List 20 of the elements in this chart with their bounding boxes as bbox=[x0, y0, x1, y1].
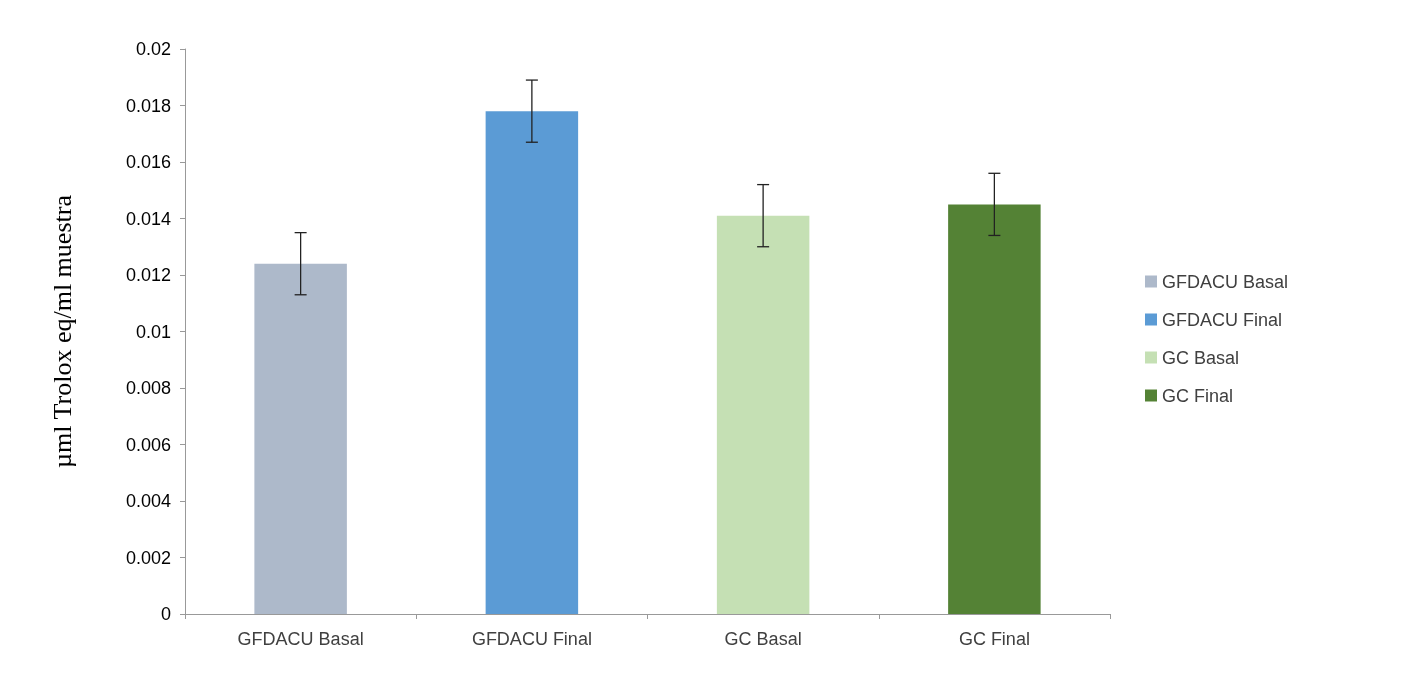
legend-label: GFDACU Basal bbox=[1162, 271, 1289, 292]
y-tick-label: 0.006 bbox=[125, 434, 171, 455]
x-tick-label: GFDACU Basal bbox=[237, 629, 364, 649]
y-tick-label: 0.008 bbox=[125, 378, 171, 398]
y-tick-label: 0 bbox=[160, 604, 171, 624]
y-axis-title: µml Trolox eq/ml muestra bbox=[47, 194, 77, 468]
legend-label: GC Final bbox=[1162, 385, 1234, 406]
y-tick-label: 0.016 bbox=[125, 152, 171, 172]
y-tick-label: 0.018 bbox=[125, 95, 171, 116]
legend-label: GC Basal bbox=[1162, 347, 1240, 368]
x-tick-label: GC Final bbox=[958, 629, 1030, 649]
x-tick-label: GFDACU Final bbox=[471, 629, 592, 649]
y-tick-label: 0.012 bbox=[125, 265, 171, 285]
y-tick-label: 0.014 bbox=[125, 208, 171, 229]
y-tick-label: 0.02 bbox=[135, 39, 171, 59]
y-tick-label: 0.004 bbox=[125, 491, 171, 511]
x-tick-label: GC Basal bbox=[724, 629, 802, 649]
legend-label: GFDACU Final bbox=[1162, 309, 1283, 330]
y-tick-label: 0.002 bbox=[125, 547, 171, 568]
y-tick-label: 0.01 bbox=[135, 321, 171, 342]
